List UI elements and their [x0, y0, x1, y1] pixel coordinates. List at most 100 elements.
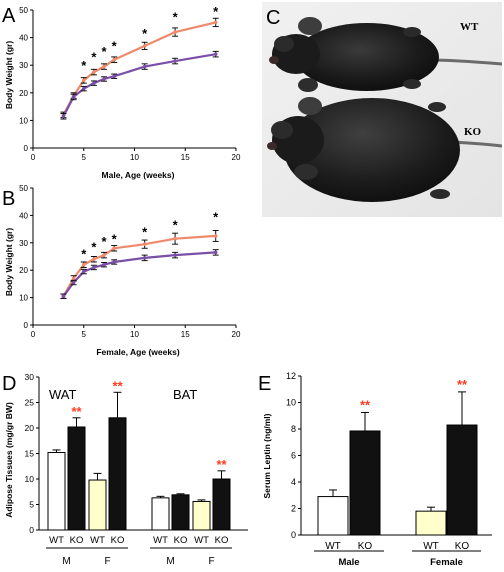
- x-tick-label: 10: [130, 330, 139, 339]
- chart-b-female-body-weight: Body Weight (gr) Female, Age (weeks) 0 10…: [4, 184, 241, 357]
- bar-category-label: KO: [174, 535, 188, 546]
- group-label-wat: WAT: [49, 387, 76, 402]
- wt-data-point: [173, 253, 177, 257]
- bar-category-label: KO: [111, 535, 125, 546]
- y-tick-label: 40: [19, 211, 28, 220]
- y-tick-label: 30: [19, 61, 28, 70]
- ko-data-point: [112, 246, 116, 251]
- y-tick-label: 30: [25, 372, 35, 382]
- wt-mouse: [269, 17, 502, 92]
- ko-data-point: [142, 44, 147, 48]
- bar-female-ko: [446, 424, 478, 536]
- bar-category-label: WT: [49, 535, 64, 546]
- wt-data-point: [61, 294, 66, 299]
- bar-male-ko: [349, 430, 381, 536]
- y-tick-label: 0: [24, 144, 29, 153]
- ko-data-point: [71, 276, 76, 281]
- y-tick-label: 10: [19, 294, 28, 303]
- wt-data-point: [173, 59, 177, 63]
- chart-b-ylabel: Body Weight (gr): [4, 228, 14, 296]
- panel-label-a: A: [2, 5, 16, 27]
- significance-star: *: [91, 50, 97, 65]
- significance-star: *: [173, 218, 179, 233]
- bar-male-wt: [317, 496, 349, 536]
- chart-a-ylabel: Body Weight (gr): [4, 41, 14, 109]
- y-tick-label: 0: [291, 530, 296, 540]
- mice-photo: C WT KO: [262, 2, 502, 217]
- sex-label: M: [166, 556, 174, 567]
- panel-label-b: B: [2, 188, 15, 210]
- significance-marker: **: [360, 397, 371, 412]
- ko-mouse: [267, 97, 502, 202]
- ko-data-point: [112, 57, 116, 62]
- y-tick-label: 20: [19, 89, 28, 98]
- ko-data-point: [81, 262, 86, 267]
- y-tick-label: 10: [19, 116, 28, 125]
- bar-female-wt: [415, 510, 447, 536]
- significance-star: *: [81, 58, 87, 73]
- ko-data-point: [92, 257, 96, 262]
- wt-data-point: [92, 81, 96, 85]
- y-tick-label: 5: [29, 500, 34, 510]
- ko-data-point: [102, 253, 106, 257]
- wt-data-point: [112, 260, 116, 264]
- wt-label: WT: [460, 21, 479, 33]
- wt-data-point: [92, 265, 96, 270]
- wt-data-point: [112, 74, 116, 79]
- bar-category-label: KO: [70, 535, 84, 546]
- chart-b-xlabel: Female, Age (weeks): [96, 347, 179, 357]
- ko-data-point: [92, 70, 96, 74]
- sex-label: M: [62, 556, 70, 567]
- bar-bat-m-wt: [151, 497, 170, 531]
- y-tick-label: 10: [286, 398, 296, 408]
- chart-a-xlabel: Male, Age (weeks): [102, 170, 175, 180]
- significance-marker: **: [457, 377, 468, 392]
- sex-label: F: [208, 556, 214, 567]
- ko-data-point: [102, 64, 106, 69]
- y-tick-label: 10: [25, 474, 35, 484]
- bar-category-label: WT: [325, 541, 341, 552]
- ko-data-point: [81, 78, 86, 83]
- bar-category-label: KO: [358, 541, 373, 552]
- y-tick-label: 8: [291, 424, 296, 434]
- bar-wat-f-ko: [108, 417, 127, 531]
- bar-category-label: WT: [423, 541, 439, 552]
- bar-bat-m-ko: [171, 494, 190, 531]
- x-tick-label: 0: [31, 153, 36, 162]
- sex-label: F: [104, 556, 110, 567]
- bar-wat-m-ko: [67, 426, 86, 531]
- x-tick-label: 10: [130, 153, 139, 162]
- y-tick-label: 20: [25, 423, 35, 433]
- bar-category-label: WT: [90, 535, 105, 546]
- y-tick-label: 12: [286, 371, 296, 381]
- wt-data-point: [102, 262, 106, 267]
- panel-label-e: E: [258, 373, 271, 395]
- chart-e-serum-leptin: Serum Leptin (ng/ml) 0 2 4 6 8 10 12 WT KO WT KO **…: [262, 371, 492, 568]
- significance-star: *: [91, 240, 97, 255]
- y-tick-label: 2: [291, 504, 296, 514]
- significance-star: *: [142, 26, 148, 41]
- panel-label-c: C: [266, 7, 280, 29]
- bar-wat-f-wt: [88, 479, 107, 531]
- y-tick-label: 15: [25, 449, 35, 459]
- wt-data-point: [102, 77, 106, 81]
- significance-star: *: [102, 44, 108, 59]
- ko-data-point: [213, 234, 218, 238]
- y-tick-label: 30: [19, 239, 28, 248]
- wt-data-point: [81, 269, 86, 274]
- y-tick-label: 50: [19, 6, 28, 15]
- bar-wat-m-wt: [47, 451, 66, 531]
- bar-category-label: KO: [455, 541, 470, 552]
- wt-data-point: [71, 280, 76, 285]
- wt-data-point: [81, 86, 86, 91]
- significance-marker: **: [112, 378, 123, 393]
- x-tick-label: 15: [181, 153, 190, 162]
- y-tick-label: 40: [19, 34, 28, 43]
- chart-a-male-body-weight: Body Weight (gr) Male, Age (weeks) 0 10 20…: [4, 4, 241, 180]
- wt-data-point: [142, 256, 147, 260]
- chart-d-ylabel: Adipose Tissues (mg/gr BW): [4, 402, 14, 518]
- y-tick-label: 25: [25, 398, 35, 408]
- group-label: Female: [430, 557, 463, 568]
- ko-label: KO: [464, 126, 482, 138]
